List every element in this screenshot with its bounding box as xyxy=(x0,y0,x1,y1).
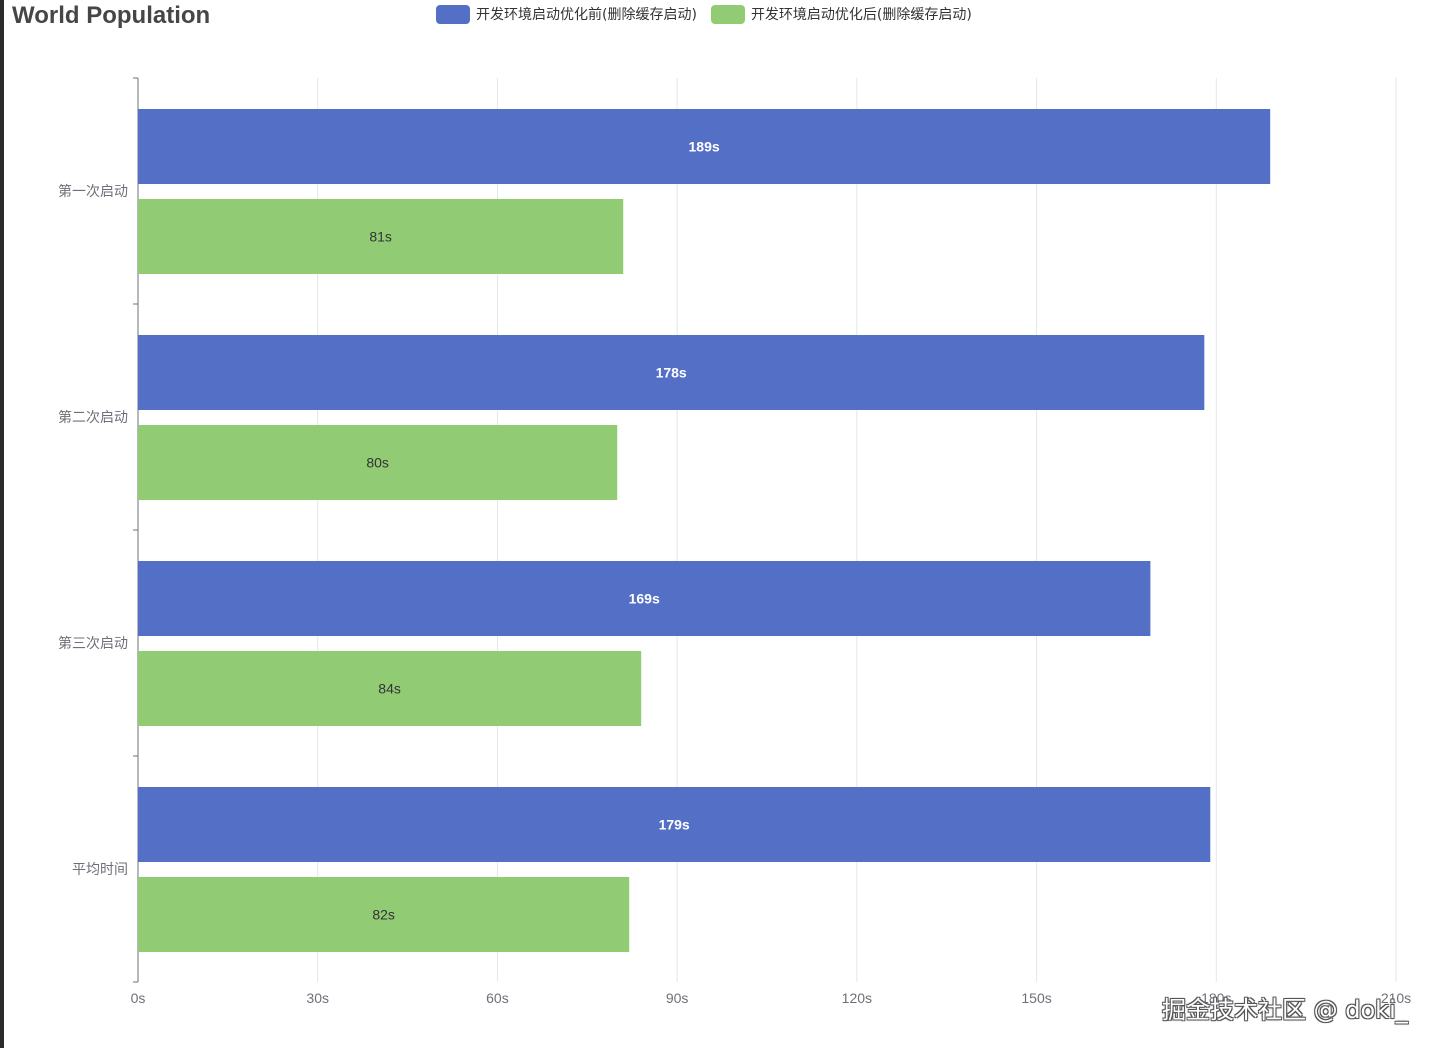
chart-title: World Population xyxy=(12,2,211,29)
y-category-label: 第一次启动 xyxy=(58,183,128,200)
bar-data-label: 80s xyxy=(366,455,389,471)
x-tick-label: 120s xyxy=(842,990,872,1006)
bar-data-label: 81s xyxy=(369,229,392,245)
legend-item-after[interactable]: 开发环境启动优化后(删除缓存启动) xyxy=(710,4,972,24)
bar-data-label: 82s xyxy=(372,907,395,923)
legend-item-before[interactable]: 开发环境启动优化前(删除缓存启动) xyxy=(436,4,697,24)
bar-after xyxy=(138,651,642,726)
legend-swatch-before xyxy=(436,4,470,24)
bar-after xyxy=(138,425,618,500)
x-tick-label: 180s xyxy=(1201,990,1231,1006)
bar-before xyxy=(138,109,1271,184)
bar-before xyxy=(138,787,1211,862)
legend-label-after: 开发环境启动优化后(删除缓存启动) xyxy=(750,7,972,23)
bar-before xyxy=(138,335,1205,410)
bar-before xyxy=(138,561,1151,636)
x-tick-label: 60s xyxy=(486,990,509,1006)
bar-data-label: 169s xyxy=(629,591,660,607)
x-tick-label: 30s xyxy=(306,990,329,1006)
chart-legend: 开发环境启动优化前(删除缓存启动) 开发环境启动优化后(删除缓存启动) xyxy=(436,4,972,24)
bar-data-label: 178s xyxy=(656,365,687,381)
bar-data-label: 84s xyxy=(378,681,401,697)
x-tick-label: 90s xyxy=(666,990,689,1006)
legend-swatch-after xyxy=(710,4,745,24)
y-category-label: 第二次启动 xyxy=(58,409,128,426)
bar-after xyxy=(138,877,630,952)
bar-after xyxy=(138,199,624,274)
bar-data-label: 189s xyxy=(689,139,720,155)
y-category-label: 平均时间 xyxy=(72,862,128,878)
x-tick-label: 0s xyxy=(131,990,146,1006)
x-tick-label: 210s xyxy=(1381,990,1411,1006)
window-left-edge xyxy=(0,0,4,1048)
legend-label-before: 开发环境启动优化前(删除缓存启动) xyxy=(476,7,697,23)
bar-data-label: 179s xyxy=(659,817,690,833)
x-tick-label: 150s xyxy=(1021,990,1051,1006)
y-category-label: 第三次启动 xyxy=(58,635,128,652)
